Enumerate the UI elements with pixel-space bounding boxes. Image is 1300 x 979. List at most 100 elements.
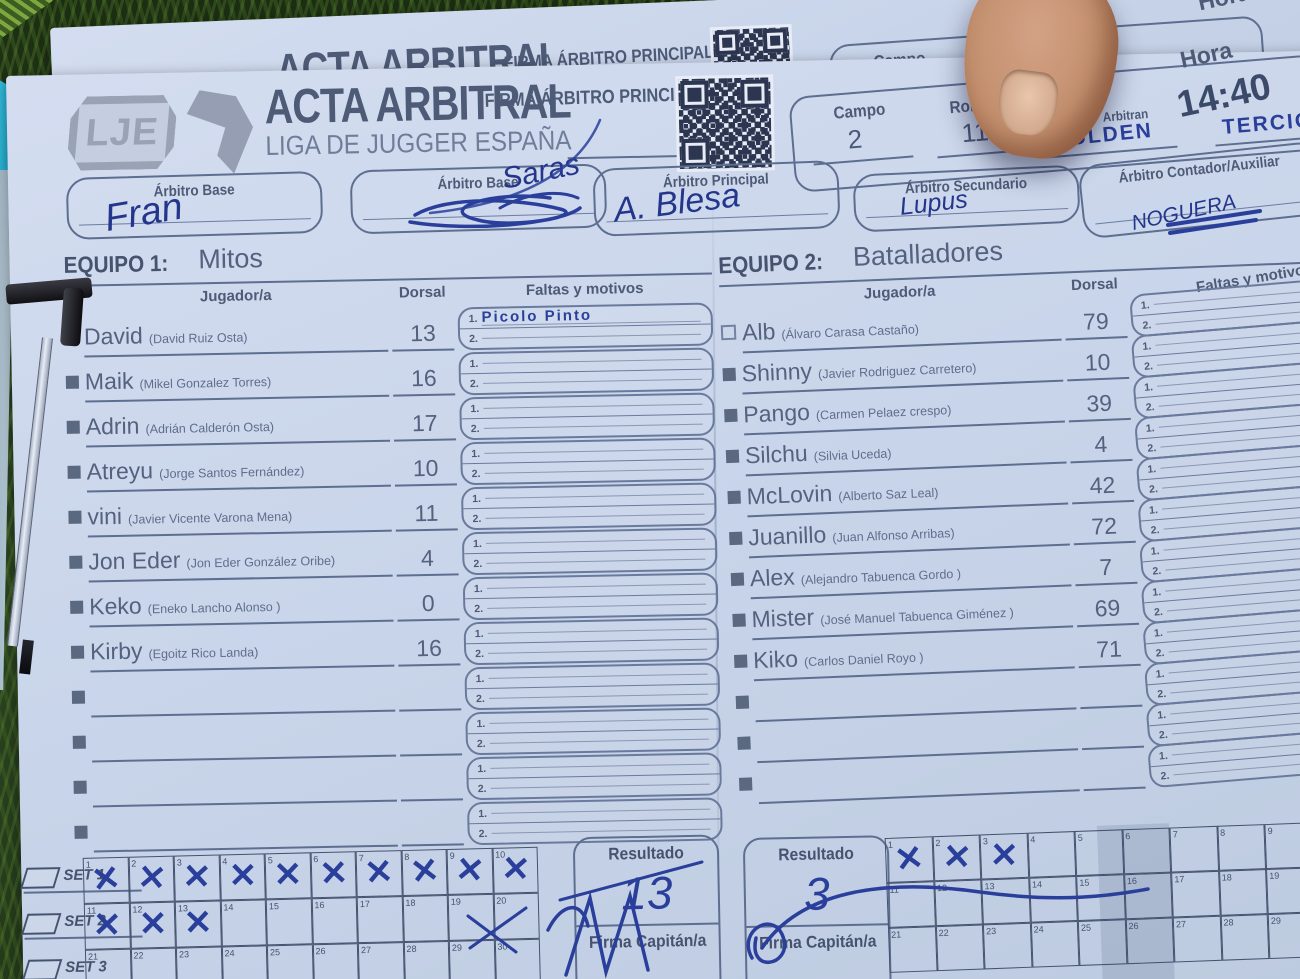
score-cell: 1 ✕ [884,836,934,883]
player-bullet [74,825,88,839]
fault-line-2: 2. [467,728,720,754]
firma-capitan-label: Firma Capitán/a [758,931,877,953]
score-cell: 9 [1264,822,1300,870]
score-cell: 2 ✕ [128,855,175,903]
player-bullet [70,645,85,659]
fault-text [482,378,702,384]
fault-text [482,358,702,364]
fault-text [489,718,709,724]
resultado-label: Resultado [778,843,855,865]
score-cell: 26 [312,943,359,979]
score-cell: 16 [311,897,358,945]
score-x-mark: ✕ [989,835,1019,875]
player-dorsal: 42 [1070,470,1135,505]
faults-capsule: 1. Picolo Pinto 2. [457,302,714,351]
score-x-mark: ✕ [362,852,395,893]
player-fullname: (David Ruiz Osta) [148,330,248,347]
player-fullname: (Juan Alfonso Arribas) [832,526,955,545]
player-name-field [93,812,398,853]
player-dorsal: 4 [396,544,459,577]
score-cell: 6 ✕ [310,851,357,899]
player-bullet [72,735,86,749]
fault-text [487,648,708,654]
score-cell: 4 ✕ [219,853,266,901]
player-nick: Jon Eder [88,546,181,575]
fault-line-2: 2. [464,548,716,574]
player-name-field: Jon Eder (Jon Eder González Oribe) [88,542,393,583]
referee-signature: Fran [101,185,186,241]
faults-capsule: 1. 2. [460,437,716,486]
player-nick: Alb [741,318,776,346]
faults-capsule: 1. 2. [465,707,722,756]
fault-line-2: 2. [466,683,719,709]
player-bullet [68,510,82,524]
player-nick: vini [87,502,123,530]
fault-text [491,808,711,814]
team-name: Batalladores [852,235,1004,272]
player-fullname: (Javier Rodriguez Carretero) [817,361,977,382]
score-x-mark: ✕ [499,849,531,890]
fault-text [486,558,706,564]
player-name-field [92,767,398,808]
score-cell: 8 [1216,824,1267,871]
score-cell: 21 [887,926,938,973]
qr-code [675,74,775,173]
player-nick: Mister [751,603,815,633]
player-fullname: (Carlos Daniel Royo ) [803,650,924,670]
player-nick: Pango [742,398,811,428]
score-cell: 8 ✕ [401,848,448,897]
faults-capsule: 1. 2. [463,617,720,666]
player-nick: Alex [749,563,796,592]
resultado-box: Resultado 3 Firma Capitán/a [742,835,894,979]
player-fullname: (Jorge Santos Fernández) [159,464,305,482]
player-dorsal: 39 [1067,388,1131,423]
player-dorsal: 7 [1074,552,1138,587]
player-dorsal: 10 [394,454,457,487]
score-cell: 14 [220,899,267,947]
resultado-box: Resultado 13 Firma Capitán/a [572,834,724,979]
score-x-mark: ✕ [273,855,303,895]
player-bullet [69,555,83,569]
player-bullet [730,572,745,587]
team-name: Mitos [198,243,264,275]
referee-box: Árbitro Principal A. Blesa [592,159,841,237]
score-cell: 29 [448,939,496,979]
score-cell: 7 ✕ [355,850,403,898]
faults-capsule: 1. 2. [459,392,716,441]
signature-line [362,212,595,221]
fault-text [485,538,706,544]
player-fullname: (Alberto Saz Leal) [838,485,939,504]
score-cell: 24 [1030,920,1080,968]
player-fullname: (Alejandro Tabuenca Gordo ) [800,566,962,588]
fault-line-2: 2. [461,413,713,439]
score-cell: 4 [1027,831,1077,878]
fault-text [488,693,709,699]
score-cell: 3 ✕ [979,832,1029,880]
player-dorsal: 79 [1064,306,1128,341]
score-cell: 29 [1267,912,1300,959]
score-cell: 1 ✕ [82,856,130,904]
player-name-field [757,757,1080,805]
player-name-field [91,722,397,763]
player-name-field: Keko (Eneko Lancho Alonso ) [88,587,394,628]
referee-box: Árbitro Base Fran [65,170,324,241]
player-fullname: (Adrián Calderón Osta) [145,419,275,437]
player-dorsal: 72 [1072,511,1136,546]
score-cell: 28 [403,940,450,979]
player-dorsal: 71 [1077,634,1141,669]
resultado-value: 3 [803,867,831,920]
player-nick: Juanillo [747,521,827,551]
score-x-mark: ✕ [92,905,122,945]
player-nick: Keko [88,592,142,620]
score-x-mark: ✕ [135,858,168,899]
player-fullname: (Carmen Pelaez crespo) [815,403,952,423]
score-cell: 30 [494,938,541,979]
player-fullname: (José Manuel Tabuenca Giménez ) [820,605,1015,628]
set-checkbox [21,913,62,935]
score-cell: 15 [265,898,313,946]
player-nick: Shinny [741,357,813,387]
col-dorsal: Dorsal [1070,275,1119,295]
player-nick: McLovin [746,479,833,510]
score-cell: 24 [221,945,268,979]
